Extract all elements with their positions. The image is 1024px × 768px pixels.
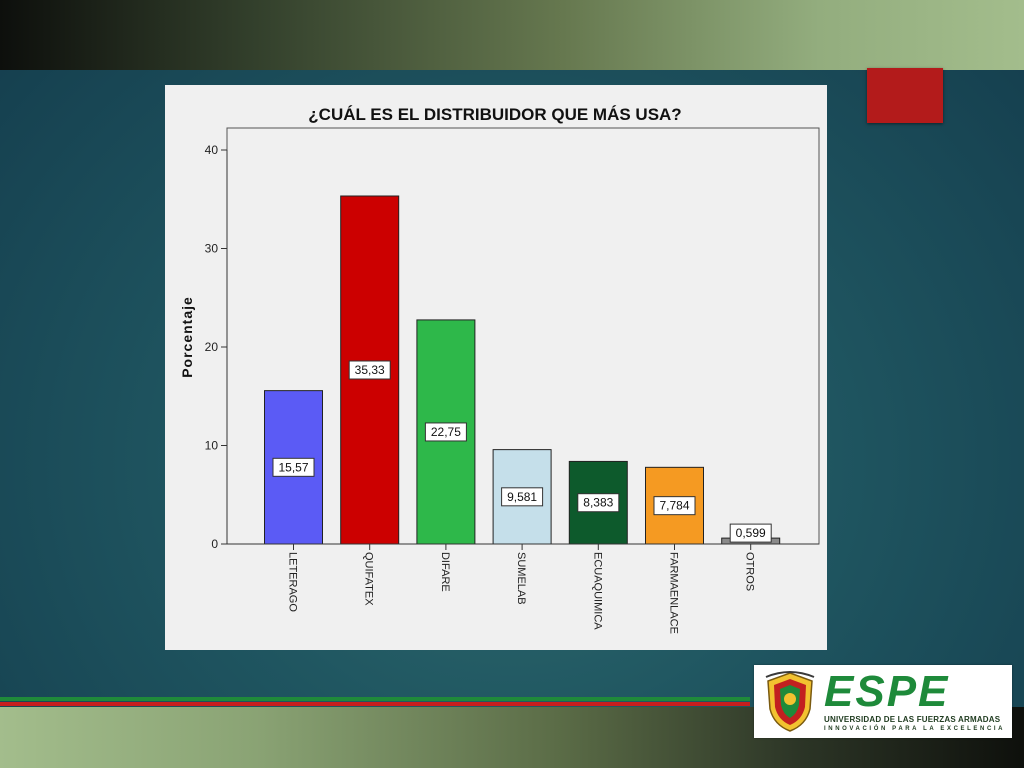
y-axis: 0 10 20 30 40 <box>205 143 228 551</box>
data-label-box <box>729 523 772 543</box>
bar-chart: ¿CUÁL ES EL DISTRIBUIDOR QUE MÁS USA? Po… <box>179 105 820 634</box>
espe-logo: ESPE UNIVERSIDAD DE LAS FUERZAS ARMADAS … <box>754 665 1012 738</box>
x-tick-label: SUMELAB <box>515 552 527 605</box>
logo-subtitle: UNIVERSIDAD DE LAS FUERZAS ARMADAS <box>824 715 1001 724</box>
data-label: 9,581 <box>507 490 537 504</box>
y-axis-label: Porcentaje <box>179 296 195 378</box>
x-tick-label: FARMAENLACE <box>668 552 680 634</box>
logo-title: ESPE <box>824 667 950 716</box>
chart-title: ¿CUÁL ES EL DISTRIBUIDOR QUE MÁS USA? <box>308 105 681 124</box>
y-tick-label: 40 <box>205 143 219 157</box>
espe-crest-icon <box>765 671 815 732</box>
logo-text: ESPE UNIVERSIDAD DE LAS FUERZAS ARMADAS … <box>824 667 1006 733</box>
x-tick-label: ECUAQUIMICA <box>591 552 603 630</box>
data-label: 22,75 <box>431 425 461 439</box>
data-label-box <box>577 493 620 513</box>
data-label: 7,784 <box>659 499 689 513</box>
red-stripe <box>0 702 750 706</box>
x-axis: LETERAGO QUIFATEX DIFARE SUMELAB ECUAQUIMICA… <box>227 543 819 634</box>
data-label-box <box>653 496 696 516</box>
y-tick-label: 30 <box>205 242 219 256</box>
y-tick-label: 10 <box>205 439 219 453</box>
data-label-box <box>348 360 391 380</box>
x-tick-label: DIFARE <box>439 552 451 592</box>
x-tick-label: QUIFATEX <box>363 552 375 606</box>
red-accent-block <box>867 68 943 123</box>
logo-tagline: INNOVACIÓN PARA LA EXCELENCIA <box>824 726 1006 732</box>
y-tick-label: 0 <box>211 537 218 551</box>
x-tick-label: LETERAGO <box>287 552 299 612</box>
data-label: 35,33 <box>355 363 385 377</box>
data-label: 8,383 <box>583 496 613 510</box>
data-label-box <box>424 422 467 442</box>
data-label-box <box>501 487 544 507</box>
data-label: 0,599 <box>736 526 766 540</box>
green-stripe <box>0 697 750 701</box>
data-label-box <box>272 457 315 477</box>
chart-panel: ¿CUÁL ES EL DISTRIBUIDOR QUE MÁS USA? Po… <box>165 85 827 650</box>
y-tick-label: 20 <box>205 340 219 354</box>
x-tick-label: OTROS <box>744 552 756 591</box>
bars-group: 15,57 35,33 22,75 9,581 8,383 7,784 0,599 <box>264 195 781 545</box>
top-header-band <box>0 0 1024 70</box>
data-label: 15,57 <box>278 460 308 474</box>
